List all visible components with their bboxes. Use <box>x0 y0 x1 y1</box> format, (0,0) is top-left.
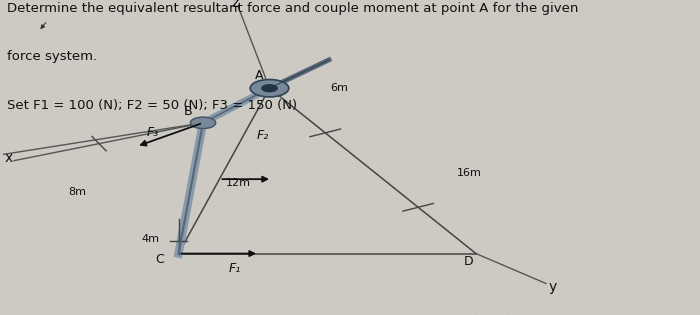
Text: A: A <box>255 69 263 82</box>
Text: 8m: 8m <box>68 187 86 197</box>
Text: 12m: 12m <box>225 178 251 188</box>
Text: 4m: 4m <box>141 234 160 244</box>
Text: force system.: force system. <box>7 50 97 63</box>
Text: z: z <box>232 0 239 10</box>
Text: F₂: F₂ <box>256 129 269 142</box>
Text: Determine the equivalent resultant force and couple moment at point A for the gi: Determine the equivalent resultant force… <box>7 2 578 14</box>
Ellipse shape <box>251 80 288 97</box>
Text: F₃: F₃ <box>146 126 159 139</box>
Text: x: x <box>4 151 13 165</box>
Text: D: D <box>464 255 474 268</box>
Text: 16m: 16m <box>456 168 482 178</box>
Text: 6m: 6m <box>330 83 349 93</box>
Text: y: y <box>549 280 557 294</box>
Text: C: C <box>155 253 164 266</box>
Circle shape <box>190 117 216 129</box>
Text: F₁: F₁ <box>228 262 241 275</box>
Ellipse shape <box>262 85 277 92</box>
Text: Set F1 = 100 (N); F2 = 50 (N); F3 = 150 (N): Set F1 = 100 (N); F2 = 50 (N); F3 = 150 … <box>7 99 297 112</box>
Text: B: B <box>183 105 192 118</box>
